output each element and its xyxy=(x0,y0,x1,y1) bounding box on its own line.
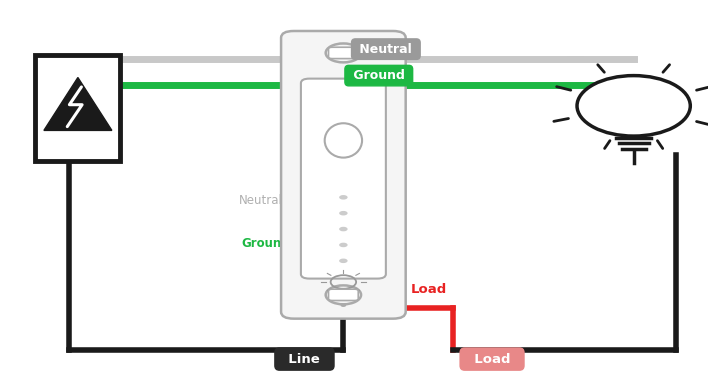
FancyBboxPatch shape xyxy=(301,79,386,279)
Text: Neutral: Neutral xyxy=(355,43,416,56)
FancyBboxPatch shape xyxy=(35,55,120,161)
Polygon shape xyxy=(44,77,112,130)
Circle shape xyxy=(341,304,346,307)
Text: Load: Load xyxy=(411,283,447,296)
Circle shape xyxy=(339,211,348,215)
Text: Ground: Ground xyxy=(241,237,290,250)
Circle shape xyxy=(326,285,361,304)
Circle shape xyxy=(339,259,348,263)
FancyBboxPatch shape xyxy=(329,289,358,301)
FancyBboxPatch shape xyxy=(329,47,358,59)
Text: Line: Line xyxy=(280,353,329,366)
Text: Load: Load xyxy=(464,353,520,366)
Circle shape xyxy=(577,76,690,136)
Ellipse shape xyxy=(325,123,362,158)
Circle shape xyxy=(339,195,348,200)
Circle shape xyxy=(339,243,348,247)
Circle shape xyxy=(339,227,348,231)
Circle shape xyxy=(326,43,361,62)
FancyBboxPatch shape xyxy=(281,31,406,319)
Text: Neutral: Neutral xyxy=(239,194,283,207)
Text: Ground: Ground xyxy=(348,69,409,82)
